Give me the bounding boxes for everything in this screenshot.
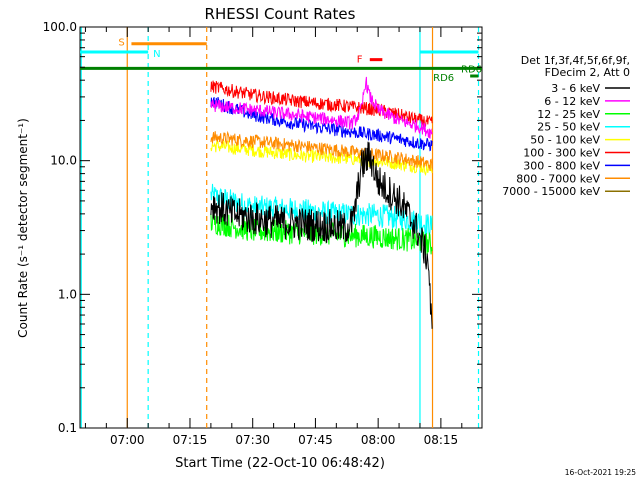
series-line bbox=[210, 130, 433, 172]
series-line bbox=[210, 141, 433, 329]
chart-title: RHESSI Count Rates bbox=[205, 5, 356, 23]
vertical-marker-lines bbox=[80, 27, 480, 428]
y-tick-label: 100.0 bbox=[43, 20, 77, 34]
n-label: N bbox=[153, 49, 160, 60]
series-lines bbox=[210, 76, 433, 329]
f-label: F bbox=[357, 55, 363, 66]
legend-label: 3 - 6 keV bbox=[551, 82, 600, 95]
legend-header-line: Det 1f,3f,4f,5f,6f,9f, bbox=[521, 54, 630, 67]
timestamp: 16-Oct-2021 19:25 bbox=[565, 468, 636, 477]
x-tick-label: 07:45 bbox=[298, 433, 333, 447]
legend-label: 300 - 800 keV bbox=[523, 159, 600, 172]
axes: 0.1 1.0 10.0 100.0 07:00 07:15 07:30 07:45 08:00… bbox=[43, 20, 482, 447]
x-tick-label: 08:00 bbox=[361, 433, 396, 447]
y-axis-label: Count Rate (s⁻¹ detector segment⁻¹) bbox=[16, 118, 30, 338]
legend-label: 25 - 50 keV bbox=[537, 121, 600, 134]
legend-label: 12 - 25 keV bbox=[537, 108, 600, 121]
legend-label: 800 - 7000 keV bbox=[516, 172, 600, 185]
x-tick-label: 07:00 bbox=[110, 433, 145, 447]
legend-header-line: FDecim 2, Att 0 bbox=[545, 66, 630, 79]
rd6-label: RD6 bbox=[461, 64, 482, 75]
series-line bbox=[210, 80, 433, 128]
legend-label: 7000 - 15000 keV bbox=[502, 185, 600, 198]
legend-header: Det 1f,3f,4f,5f,6f,9f,FDecim 2, Att 0 bbox=[521, 54, 630, 79]
y-tick-label: 0.1 bbox=[58, 421, 77, 435]
legend-label: 100 - 300 keV bbox=[523, 147, 600, 160]
x-tick-label: 07:15 bbox=[173, 433, 208, 447]
x-axis-label: Start Time (22-Oct-10 06:48:42) bbox=[175, 456, 385, 471]
x-tick-label: 07:30 bbox=[235, 433, 270, 447]
series-line bbox=[210, 76, 433, 139]
legend-label: 50 - 100 keV bbox=[530, 134, 600, 147]
marker-bars: S N F RD6 RD6 bbox=[80, 38, 482, 84]
x-tick-label: 08:15 bbox=[424, 433, 459, 447]
series-line bbox=[210, 183, 433, 237]
rd6-label: RD6 bbox=[433, 73, 454, 84]
plot-frame bbox=[79, 26, 483, 429]
y-tick-label: 1.0 bbox=[58, 287, 77, 301]
series-line bbox=[210, 96, 433, 152]
s-label: S bbox=[118, 38, 124, 49]
legend-label: 6 - 12 keV bbox=[544, 95, 600, 108]
y-tick-label: 10.0 bbox=[50, 154, 77, 168]
